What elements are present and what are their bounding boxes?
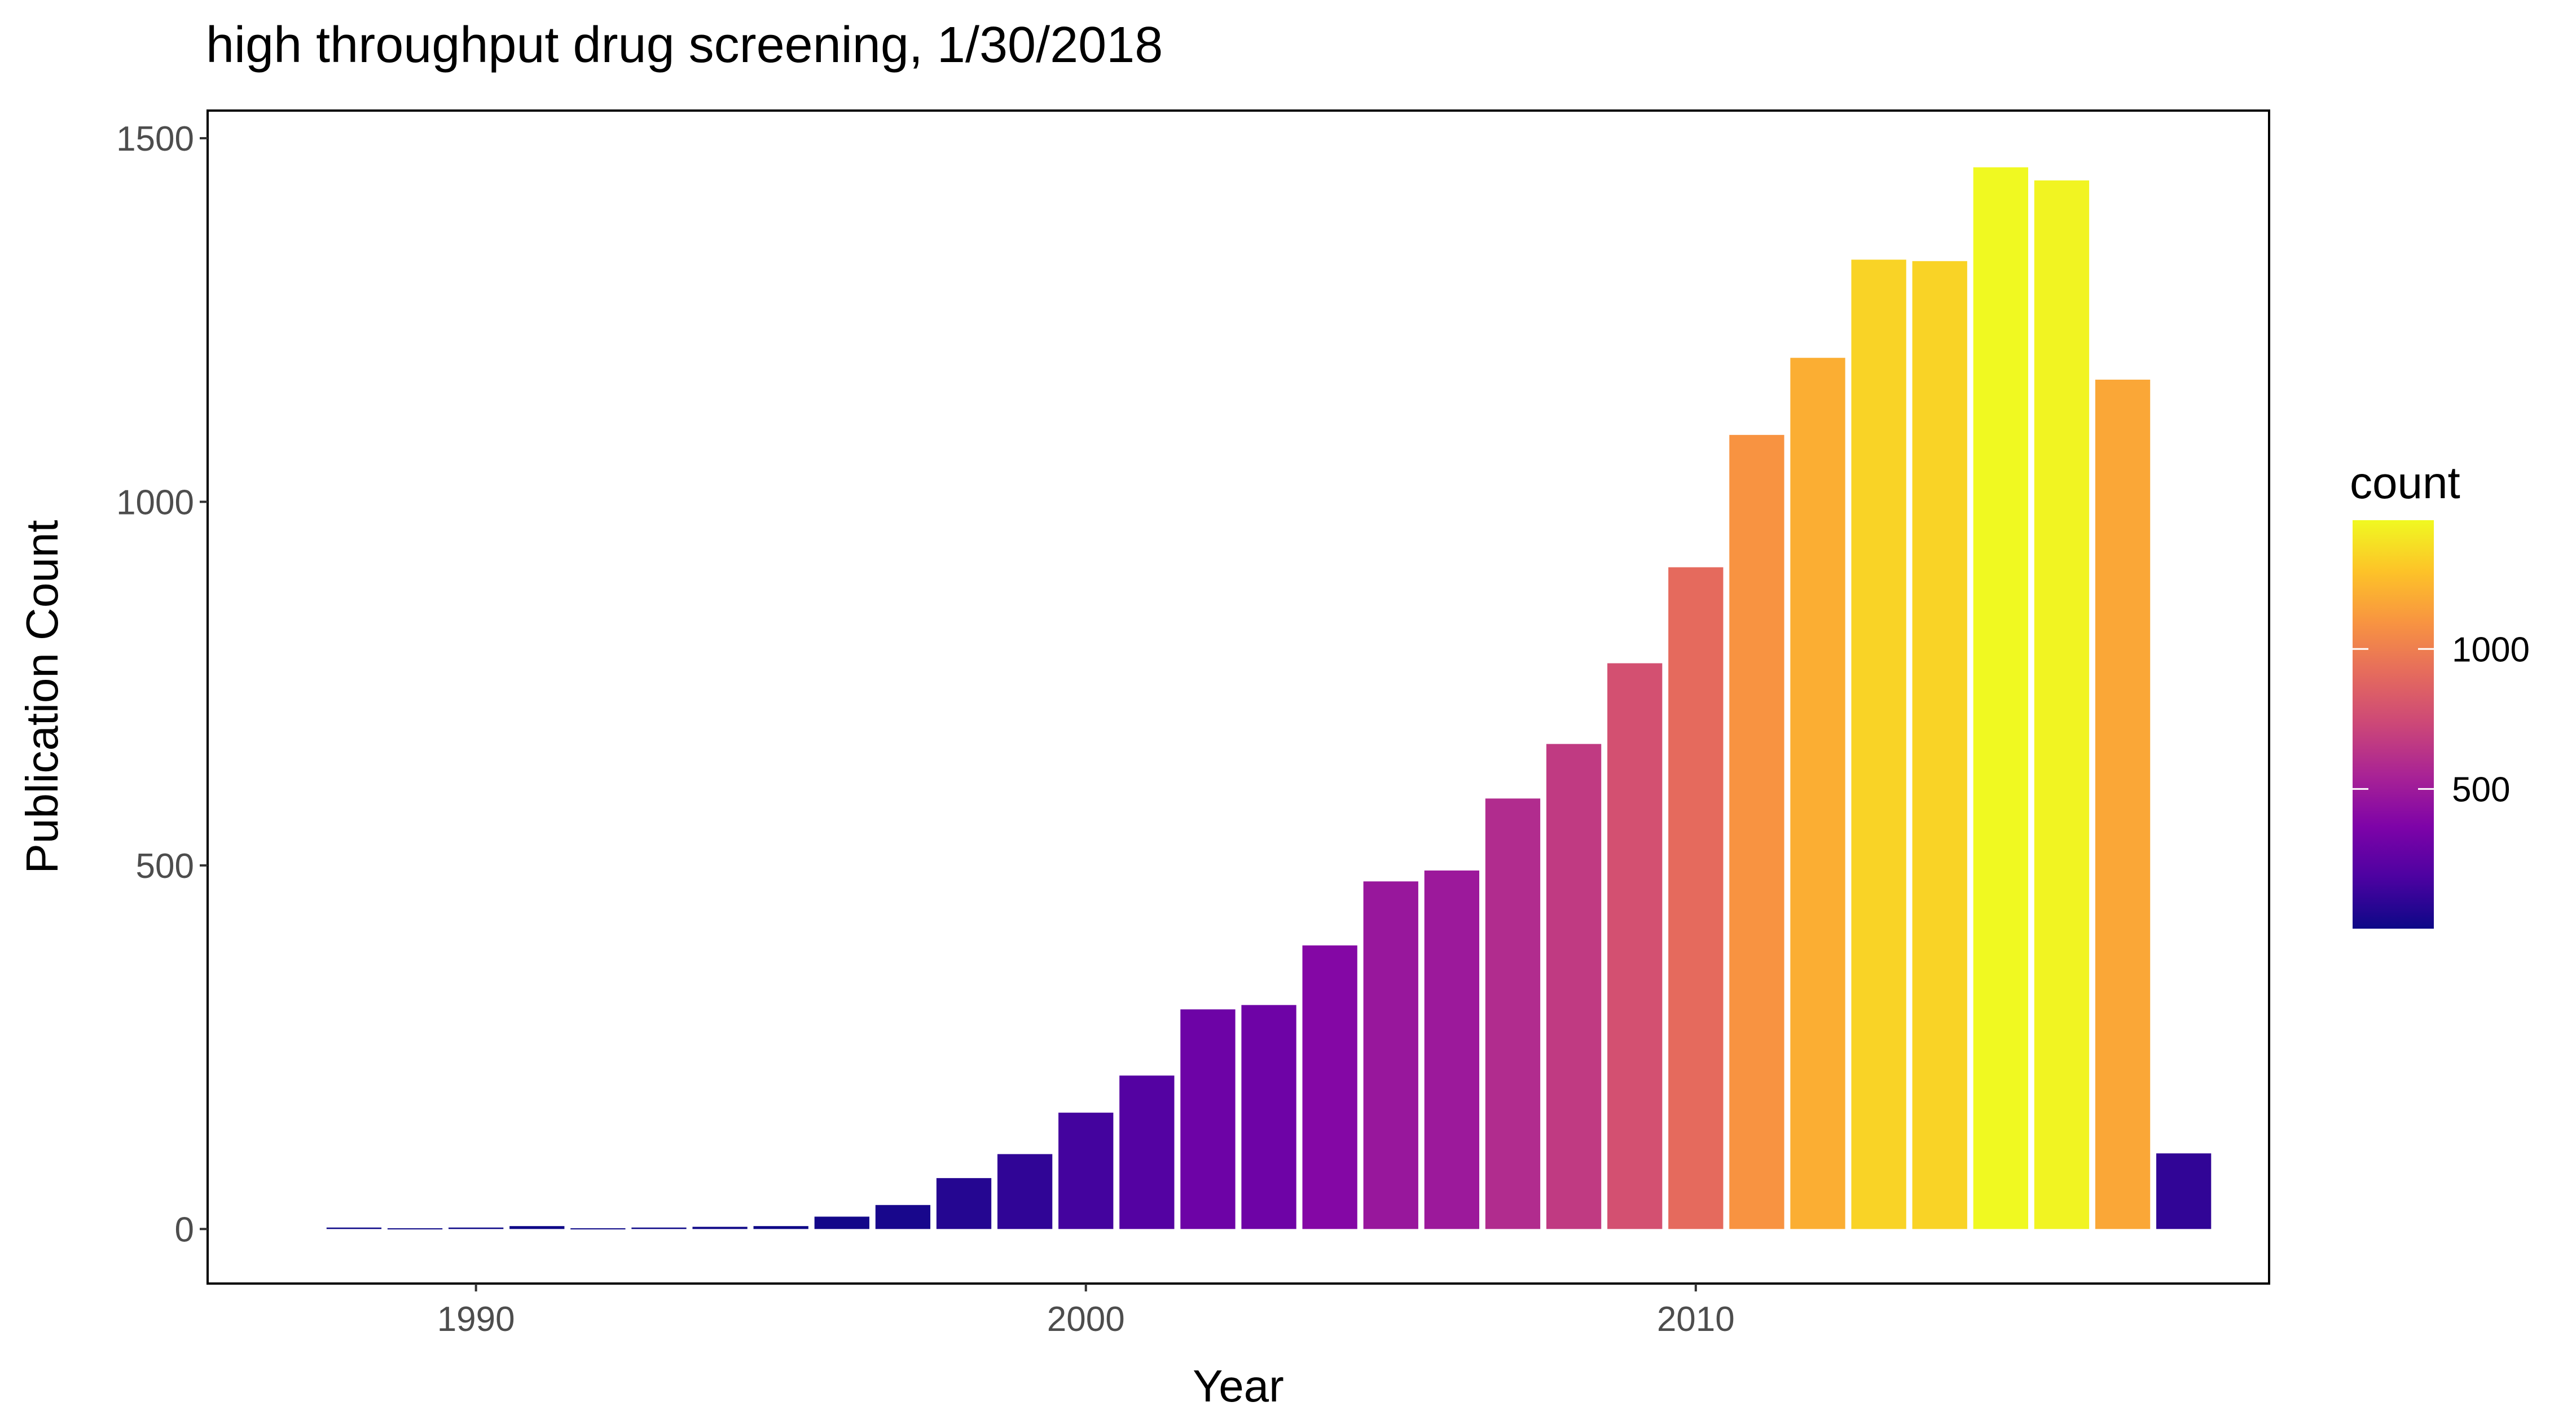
bar-1996 bbox=[814, 1216, 869, 1229]
legend-colorbar bbox=[2353, 520, 2434, 929]
x-axis: 1990 2000 2010 bbox=[437, 1284, 1735, 1339]
legend-tick-label: 1000 bbox=[2452, 630, 2530, 669]
bar-2014 bbox=[1912, 261, 1967, 1229]
chart-title: high throughput drug screening, 1/30/201… bbox=[206, 17, 1163, 73]
color-legend: count 500 1000 bbox=[2350, 458, 2530, 929]
bar-1990 bbox=[449, 1227, 504, 1229]
bar-1997 bbox=[875, 1205, 931, 1229]
legend-tick-label: 500 bbox=[2452, 770, 2510, 809]
bar-2006 bbox=[1424, 870, 1480, 1229]
bar-1992 bbox=[570, 1228, 626, 1230]
bar-1999 bbox=[997, 1154, 1053, 1229]
x-tick-label: 2000 bbox=[1047, 1300, 1125, 1339]
bar-1991 bbox=[509, 1226, 565, 1229]
bar-2003 bbox=[1241, 1005, 1296, 1229]
bars bbox=[326, 167, 2212, 1230]
bar-2010 bbox=[1668, 567, 1724, 1229]
bar-2002 bbox=[1180, 1009, 1236, 1229]
legend-ticks: 500 1000 bbox=[2353, 630, 2530, 809]
bar-1998 bbox=[936, 1178, 992, 1229]
x-tick-label: 1990 bbox=[437, 1300, 515, 1339]
x-tick-label: 2010 bbox=[1657, 1300, 1735, 1339]
bar-2008 bbox=[1546, 744, 1602, 1229]
bar-2005 bbox=[1363, 881, 1418, 1229]
legend-title: count bbox=[2350, 458, 2460, 508]
bar-2015 bbox=[1973, 167, 2028, 1229]
bar-2009 bbox=[1607, 663, 1663, 1229]
bar-2004 bbox=[1302, 945, 1357, 1229]
bar-1993 bbox=[631, 1227, 687, 1229]
bar-1988 bbox=[326, 1227, 382, 1229]
bar-2011 bbox=[1729, 434, 1784, 1229]
bar-2007 bbox=[1485, 798, 1541, 1229]
bar-1995 bbox=[753, 1226, 808, 1229]
y-axis-title: Publication Count bbox=[17, 520, 67, 873]
y-tick-label: 500 bbox=[136, 847, 194, 886]
y-tick-label: 1500 bbox=[116, 120, 194, 159]
bar-2001 bbox=[1119, 1075, 1175, 1229]
bar-2017 bbox=[2095, 379, 2151, 1229]
bar-2016 bbox=[2034, 180, 2090, 1229]
y-tick-label: 0 bbox=[175, 1210, 194, 1249]
bar-1994 bbox=[692, 1227, 748, 1229]
bar-2000 bbox=[1058, 1113, 1114, 1229]
y-tick-label: 1000 bbox=[116, 483, 194, 522]
bar-2018 bbox=[2156, 1153, 2212, 1229]
y-axis: 0 500 1000 1500 bbox=[116, 120, 208, 1249]
plot-panel-border bbox=[206, 109, 2270, 1285]
bar-2012 bbox=[1790, 358, 1845, 1229]
bar-1989 bbox=[387, 1228, 443, 1230]
bar-2013 bbox=[1851, 260, 1906, 1229]
x-axis-title: Year bbox=[1193, 1361, 1284, 1411]
